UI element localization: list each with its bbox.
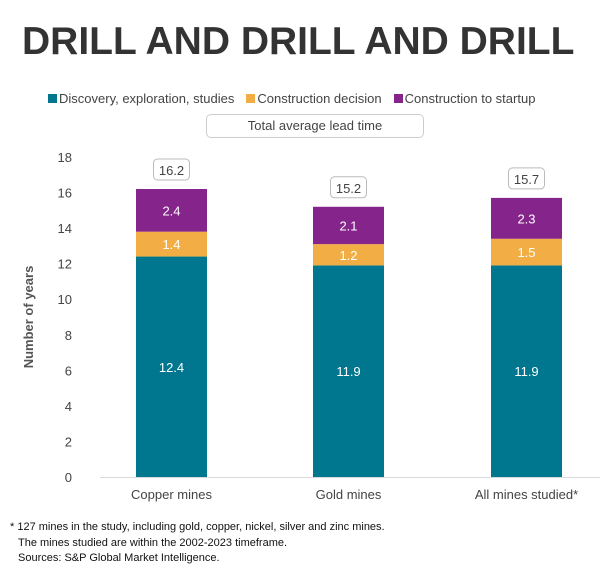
bar-segment (313, 206, 384, 245)
total-label-box (153, 158, 190, 181)
data-label: 2.4 (162, 203, 180, 218)
total-label: 16.2 (159, 163, 184, 178)
y-tick-label: 16 (58, 186, 72, 201)
footnote: The mines studied are within the 2002-20… (18, 536, 288, 549)
y-tick-label: 12 (58, 257, 72, 272)
y-tick-label: 2 (65, 434, 72, 449)
data-label: 1.2 (339, 248, 357, 263)
footnotes: * 127 mines in the study, including gold… (10, 520, 385, 567)
footnote: * 127 mines in the study, including gold… (10, 521, 385, 533)
bar-segment (136, 231, 207, 257)
y-tick-label: 0 (65, 470, 72, 485)
data-label: 2.3 (517, 211, 535, 226)
data-label: 12.4 (159, 360, 184, 375)
legend-label: Discovery, exploration, studies (59, 91, 235, 106)
legend-total-label: Total average lead time (206, 114, 424, 138)
x-tick-label: Gold mines (316, 487, 382, 502)
x-tick-label: All mines studied* (475, 487, 578, 502)
chart-title: DRILL AND DRILL AND DRILL (22, 20, 575, 63)
y-tick-label: 14 (58, 221, 72, 236)
total-label-box (330, 176, 367, 199)
y-axis-label: Number of years (21, 266, 36, 369)
y-tick-label: 8 (65, 328, 72, 343)
footnote: Sources: S&P Global Market Intelligence. (18, 552, 220, 564)
bar-segment (491, 265, 562, 477)
bar-segment (136, 189, 207, 232)
total-label: 15.2 (336, 181, 361, 196)
bar-segment (313, 244, 384, 266)
data-label: 11.9 (336, 364, 360, 379)
data-label: 1.4 (162, 237, 180, 252)
data-label: 1.5 (517, 245, 535, 260)
y-tick-label: 18 (58, 150, 72, 165)
data-label: 2.1 (339, 218, 357, 233)
legend-swatch (246, 94, 256, 103)
legend-item-discovery: Discovery, exploration, studies (48, 91, 234, 106)
legend-item-construction-startup: Construction to startup (393, 91, 536, 106)
total-label-box (508, 167, 545, 190)
legend-swatch (393, 94, 403, 103)
bar-segment (491, 238, 562, 266)
legend: Discovery, exploration, studies Construc… (48, 91, 535, 106)
total-label: 15.7 (514, 172, 539, 187)
bar-segment (491, 197, 562, 239)
y-tick-label: 6 (65, 363, 72, 378)
legend-label: Construction to startup (404, 91, 536, 106)
legend-item-construction-decision: Construction decision (246, 91, 382, 106)
x-tick-label: Copper mines (131, 487, 212, 502)
legend-swatch (48, 94, 57, 103)
y-tick-label: 10 (58, 292, 72, 307)
y-tick-label: 4 (65, 399, 72, 414)
bar-segment (136, 256, 207, 477)
legend-label: Construction decision (257, 91, 382, 106)
bar-segment (313, 265, 384, 477)
data-label: 11.9 (514, 364, 538, 379)
